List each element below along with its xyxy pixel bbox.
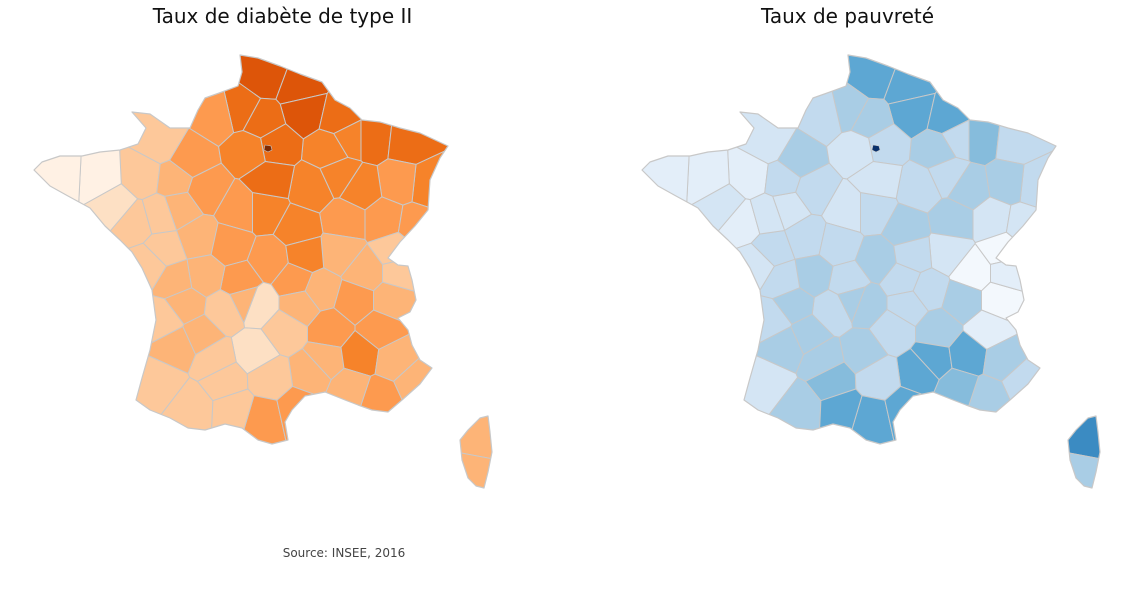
department-region bbox=[926, 55, 1029, 135]
department-region bbox=[276, 385, 358, 488]
department-region bbox=[749, 192, 786, 235]
diabetes-map-title: Taux de diabète de type II bbox=[152, 4, 413, 28]
corsica-department bbox=[1026, 326, 1100, 466]
department-region bbox=[883, 55, 1007, 105]
mainland-outline bbox=[641, 54, 1057, 445]
department-region bbox=[141, 192, 178, 235]
department-region bbox=[238, 160, 296, 200]
paris-department bbox=[263, 144, 273, 153]
department-region bbox=[837, 286, 867, 324]
department-region bbox=[318, 55, 421, 135]
corsica-outline bbox=[459, 415, 493, 489]
department-region bbox=[187, 335, 237, 382]
department-region bbox=[34, 55, 86, 328]
mainland-outline bbox=[33, 54, 449, 445]
department-region bbox=[285, 235, 325, 274]
department-region bbox=[995, 55, 1100, 165]
poverty-map-title: Taux de pauvreté bbox=[760, 4, 935, 28]
department-region bbox=[771, 287, 815, 325]
department-region bbox=[814, 388, 863, 488]
department-region bbox=[34, 242, 167, 337]
department-region bbox=[206, 388, 255, 488]
department-region bbox=[941, 119, 970, 162]
department-region bbox=[846, 160, 904, 200]
poverty-choropleth-map bbox=[641, 54, 1101, 489]
diabetes-choropleth-map bbox=[33, 54, 493, 489]
department-region bbox=[163, 287, 207, 325]
department-region bbox=[663, 55, 798, 165]
department-region bbox=[34, 339, 191, 488]
department-region bbox=[893, 235, 933, 274]
department-region bbox=[275, 55, 399, 105]
department-region bbox=[1000, 310, 1100, 442]
department-region bbox=[795, 335, 845, 382]
poverty-map-panel: Taux de pauvreté bbox=[565, 0, 1130, 540]
source-caption: Source: INSEE, 2016 bbox=[282, 546, 406, 560]
diab-departments bbox=[34, 55, 492, 488]
department-region bbox=[1019, 114, 1100, 239]
corsica-department bbox=[350, 444, 492, 488]
department-region bbox=[884, 385, 966, 488]
department-region bbox=[243, 281, 280, 330]
diabetes-map-panel: Taux de diabète de type II bbox=[0, 0, 565, 540]
department-region bbox=[642, 55, 694, 355]
department-region bbox=[387, 55, 492, 165]
corsica-department bbox=[958, 444, 1100, 488]
paris-department bbox=[871, 144, 881, 153]
department-region bbox=[411, 94, 492, 253]
department-region bbox=[392, 308, 492, 442]
department-region bbox=[642, 242, 775, 340]
department-region bbox=[55, 55, 190, 165]
department-region bbox=[1005, 201, 1100, 286]
department-region bbox=[229, 286, 259, 324]
department-region bbox=[333, 119, 362, 162]
department-region bbox=[642, 338, 799, 488]
department-region bbox=[851, 281, 888, 330]
corsica-outline bbox=[1067, 415, 1101, 489]
department-region bbox=[886, 290, 929, 328]
